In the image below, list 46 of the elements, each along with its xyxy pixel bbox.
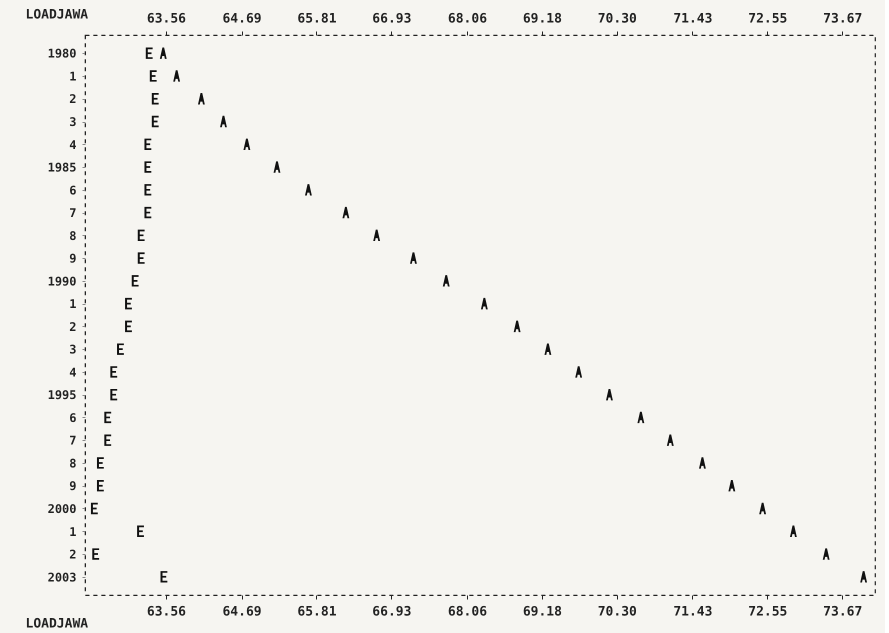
y-tick-label: 8 bbox=[69, 456, 76, 470]
y-tick-label: 1995 bbox=[48, 388, 76, 402]
y-tick-label: 9 bbox=[69, 479, 76, 494]
y-tick-label: 4 bbox=[69, 365, 76, 380]
x-tick-label: 73.67 bbox=[823, 604, 862, 620]
x-tick-label: 65.81 bbox=[297, 604, 337, 620]
x-tick-label: 63.56 bbox=[146, 604, 186, 620]
x2-tick-label: 72.55 bbox=[748, 12, 788, 26]
x2-tick-label: 70.30 bbox=[598, 12, 638, 26]
x2-tick-label: 63.56 bbox=[146, 12, 186, 26]
y-tick-label: 6 bbox=[69, 410, 76, 425]
y-tick-label: 2000 bbox=[48, 502, 76, 516]
y-tick-label: 1980 bbox=[48, 46, 76, 61]
x-tick-label: 70.30 bbox=[598, 604, 638, 620]
y-tick-label: 2 bbox=[69, 548, 76, 562]
x2-tick-label: 69.18 bbox=[522, 12, 562, 26]
y-tick-label: 2 bbox=[69, 92, 76, 106]
y-tick-label: 6 bbox=[69, 183, 76, 198]
x-tick-label: 71.43 bbox=[673, 604, 712, 620]
y-tick-label: 1 bbox=[69, 297, 76, 312]
y-tick-label: 1990 bbox=[48, 274, 76, 288]
x-tick-label: 69.18 bbox=[522, 604, 562, 620]
y-tick-label: 4 bbox=[69, 138, 76, 152]
x2-tick-label: 68.06 bbox=[448, 12, 488, 26]
x-tick-label: 68.06 bbox=[448, 604, 488, 620]
y-tick-label: 1 bbox=[69, 524, 76, 539]
y-tick-label: 2003 bbox=[48, 570, 76, 584]
y-tick-label: 3 bbox=[69, 115, 76, 130]
y-tick-label: 9 bbox=[69, 252, 76, 266]
y-tick-label: 1985 bbox=[48, 160, 76, 175]
y-tick-label: 8 bbox=[69, 228, 76, 243]
y-tick-label: 2 bbox=[69, 320, 76, 334]
x2-tick-label: 65.81 bbox=[297, 12, 337, 26]
x2-tick-label: 71.43 bbox=[673, 12, 712, 26]
x-tick-label: 66.93 bbox=[372, 604, 412, 620]
x2-axis-title: LOADJAWA bbox=[26, 8, 88, 22]
x-tick-label: 72.55 bbox=[748, 604, 788, 620]
y-tick-label: 7 bbox=[69, 434, 76, 448]
y-tick-label: 1 bbox=[69, 69, 76, 84]
x-tick-label: 64.69 bbox=[222, 604, 262, 620]
x2-tick-label: 64.69 bbox=[222, 12, 262, 26]
x2-tick-label: 66.93 bbox=[372, 12, 412, 26]
y-tick-label: 7 bbox=[69, 206, 76, 220]
x2-tick-label: 73.67 bbox=[823, 12, 862, 26]
y-tick-label: 3 bbox=[69, 342, 76, 357]
x-axis-title: LOADJAWA bbox=[26, 616, 88, 632]
